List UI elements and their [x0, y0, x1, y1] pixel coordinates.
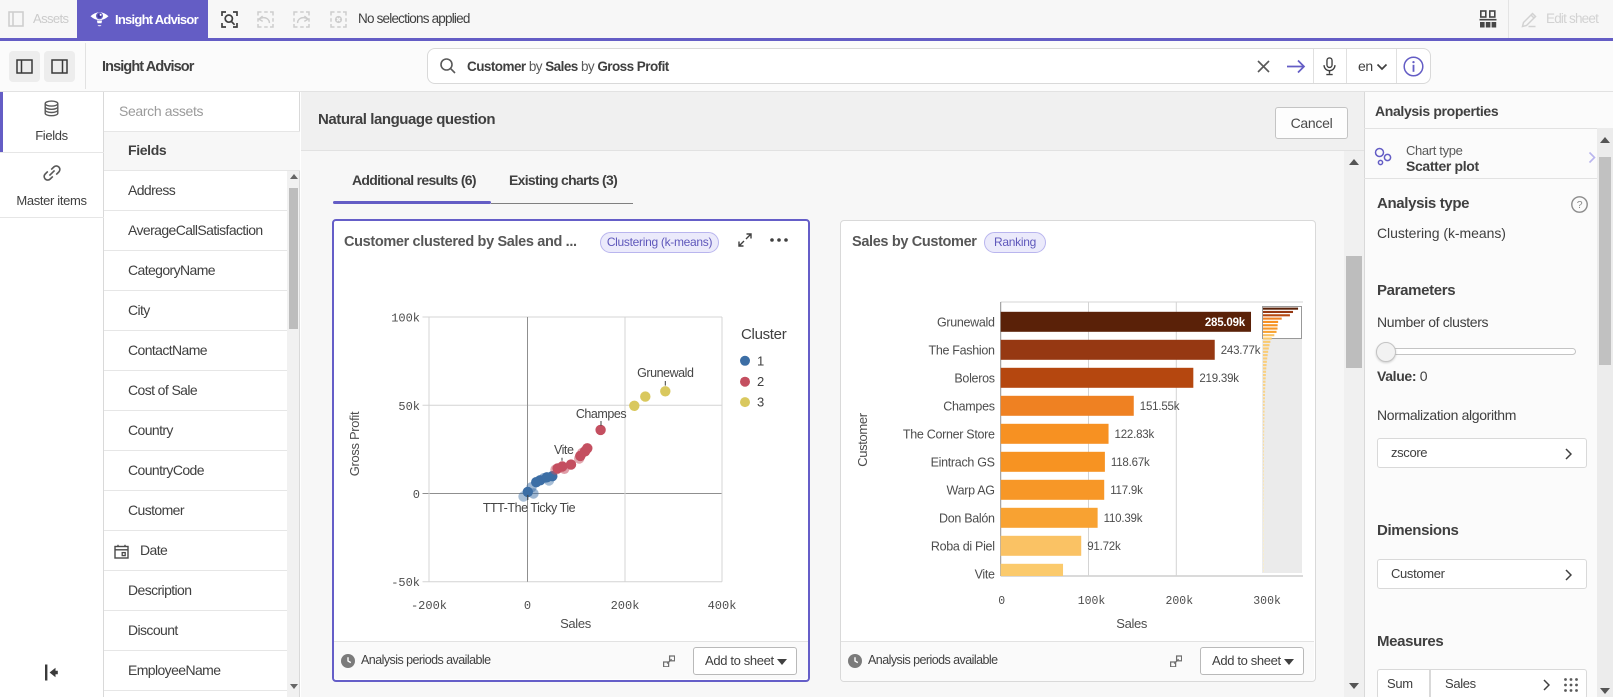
svg-text:Grunewald: Grunewald	[937, 315, 995, 329]
svg-text:Eintrach GS: Eintrach GS	[931, 455, 995, 469]
svg-text:1: 1	[757, 353, 764, 368]
svg-text:300k: 300k	[1253, 595, 1281, 608]
svg-text:-50k: -50k	[391, 576, 420, 590]
svg-text:110.39k: 110.39k	[1104, 513, 1143, 525]
svg-text:0: 0	[524, 599, 531, 613]
svg-text:?: ?	[1577, 199, 1583, 211]
svg-text:285.09k: 285.09k	[1205, 317, 1246, 329]
svg-text:100k: 100k	[391, 312, 420, 326]
svg-text:400k: 400k	[708, 599, 737, 613]
svg-text:Gross Profit: Gross Profit	[347, 411, 362, 476]
svg-text:Grunewald: Grunewald	[637, 366, 694, 380]
svg-text:118.67k: 118.67k	[1111, 457, 1150, 469]
svg-text:Vite: Vite	[975, 567, 995, 581]
svg-text:122.83k: 122.83k	[1115, 429, 1155, 441]
svg-text:Boleros: Boleros	[954, 371, 994, 385]
svg-text:151.55k: 151.55k	[1140, 401, 1180, 413]
svg-text:Don Balón: Don Balón	[939, 511, 995, 525]
svg-text:117.9k: 117.9k	[1110, 485, 1143, 497]
svg-text:Warp AG: Warp AG	[947, 483, 995, 497]
svg-text:Vite: Vite	[554, 443, 574, 457]
svg-text:3: 3	[757, 395, 764, 410]
svg-text:243.77k: 243.77k	[1221, 345, 1261, 357]
svg-text:Customer: Customer	[855, 412, 870, 467]
svg-text:Champes: Champes	[576, 407, 627, 421]
svg-text:100k: 100k	[1078, 595, 1106, 608]
svg-text:Champes: Champes	[943, 399, 994, 413]
svg-text:200k: 200k	[611, 599, 640, 613]
svg-text:The Corner Store: The Corner Store	[903, 427, 995, 441]
svg-text:Sales: Sales	[560, 616, 592, 631]
svg-text:50k: 50k	[398, 400, 420, 414]
svg-text:Sales: Sales	[1116, 616, 1148, 631]
svg-text:Roba di Piel: Roba di Piel	[931, 539, 995, 553]
svg-text:Cluster: Cluster	[741, 326, 787, 343]
svg-text:0: 0	[413, 488, 420, 502]
svg-text:TTT-The Ticky Tie: TTT-The Ticky Tie	[483, 501, 576, 515]
svg-text:0: 0	[998, 595, 1005, 608]
svg-text:-200k: -200k	[411, 599, 447, 613]
svg-text:200k: 200k	[1165, 595, 1193, 608]
svg-text:91.72k: 91.72k	[1087, 541, 1121, 553]
svg-text:219.39k: 219.39k	[1199, 373, 1239, 385]
svg-text:2: 2	[757, 374, 764, 389]
svg-text:The Fashion: The Fashion	[929, 343, 996, 357]
